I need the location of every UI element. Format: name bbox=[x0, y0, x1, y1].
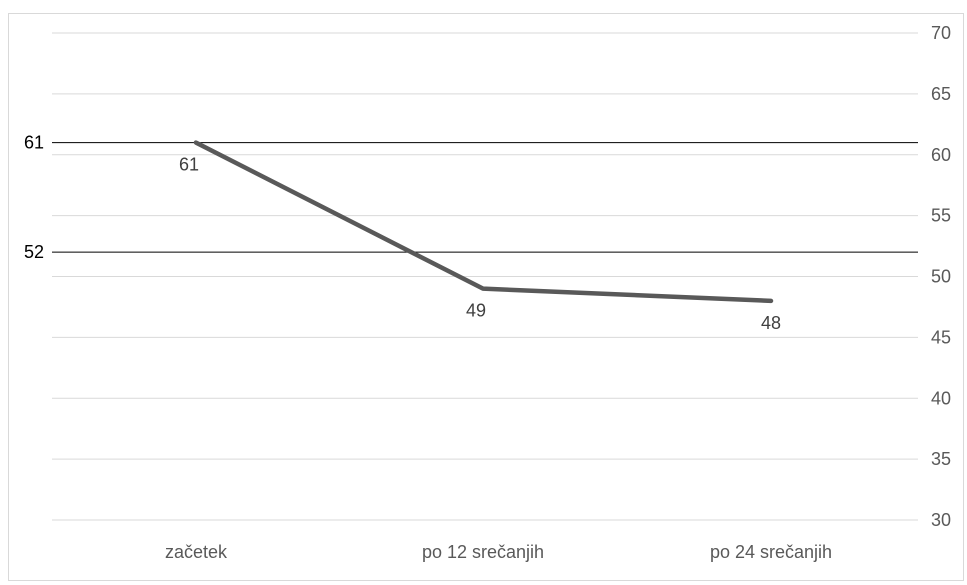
y-tick-label: 65 bbox=[931, 84, 951, 104]
data-label: 49 bbox=[466, 301, 486, 321]
reference-line-label: 52 bbox=[24, 242, 44, 262]
data-label: 48 bbox=[761, 313, 781, 333]
chart-frame bbox=[8, 13, 964, 581]
y-tick-label: 35 bbox=[931, 449, 951, 469]
gridlines bbox=[52, 32, 918, 521]
y-tick-label: 70 bbox=[931, 23, 951, 43]
y-tick-label: 40 bbox=[931, 388, 951, 408]
labels: 30 35 40 45 50 55 60 65 70 začetek po 12 srečanjih… bbox=[24, 23, 951, 562]
y-tick-label: 45 bbox=[931, 327, 951, 347]
data-label: 61 bbox=[179, 155, 199, 175]
y-tick-label: 60 bbox=[931, 145, 951, 165]
x-category-label: po 12 srečanjih bbox=[422, 542, 544, 562]
y-tick-label: 50 bbox=[931, 267, 951, 287]
x-category-label: začetek bbox=[165, 542, 228, 562]
y-tick-label: 30 bbox=[931, 510, 951, 530]
x-category-label: po 24 srečanjih bbox=[710, 542, 832, 562]
reference-line-label: 61 bbox=[24, 133, 44, 153]
y-tick-label: 55 bbox=[931, 206, 951, 226]
series-line bbox=[193, 140, 774, 304]
series-lines bbox=[193, 140, 774, 304]
